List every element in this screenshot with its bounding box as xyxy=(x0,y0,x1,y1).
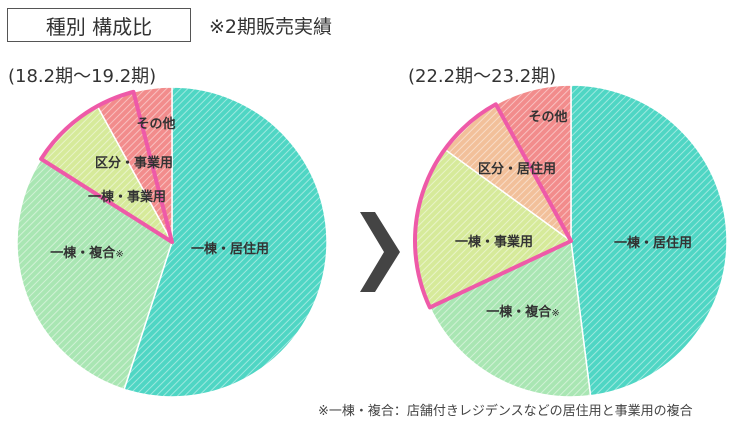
highlight-outline xyxy=(413,102,573,310)
chart-title-box: 種別 構成比 xyxy=(7,8,191,42)
pie-slice xyxy=(16,157,173,391)
footnote: ※一棟・複合：店舗付きレジデンスなどの居住用と事業用の複合 xyxy=(318,404,693,419)
slice-label: 区分・居住用 xyxy=(478,161,556,177)
slice-label: 区分・事業用 xyxy=(95,155,173,171)
pie-slice xyxy=(123,86,328,398)
pie-slice xyxy=(570,84,728,397)
slice-label-mark: ※ xyxy=(115,249,123,260)
slice-label-mark: ※ xyxy=(551,308,559,319)
left-period-label: (18.2期〜19.2期) xyxy=(8,66,157,87)
slice-label: 一棟・事業用 xyxy=(88,189,166,205)
arrow-right-icon xyxy=(360,212,400,292)
slice-label: その他 xyxy=(528,109,567,125)
slice-label: 一棟・事業用 xyxy=(455,234,533,250)
chart-title: 種別 構成比 xyxy=(45,14,153,39)
slice-label: 一棟・居住用 xyxy=(191,241,269,257)
slice-label: その他 xyxy=(136,116,175,132)
slice-label: 一棟・居住用 xyxy=(614,235,692,251)
highlight-outline xyxy=(39,89,174,244)
pie-slice xyxy=(428,239,592,398)
period-note: ※2期販売実績 xyxy=(209,16,333,38)
left-pie-chart: 一棟・居住用 一棟・複合※ 一棟・事業用 区分・事業用 その他 xyxy=(16,86,328,398)
right-period-label: (22.2期〜23.2期) xyxy=(408,66,557,87)
slice-label: 一棟・複合※ xyxy=(50,245,123,261)
slice-label: 一棟・複合※ xyxy=(486,304,559,320)
